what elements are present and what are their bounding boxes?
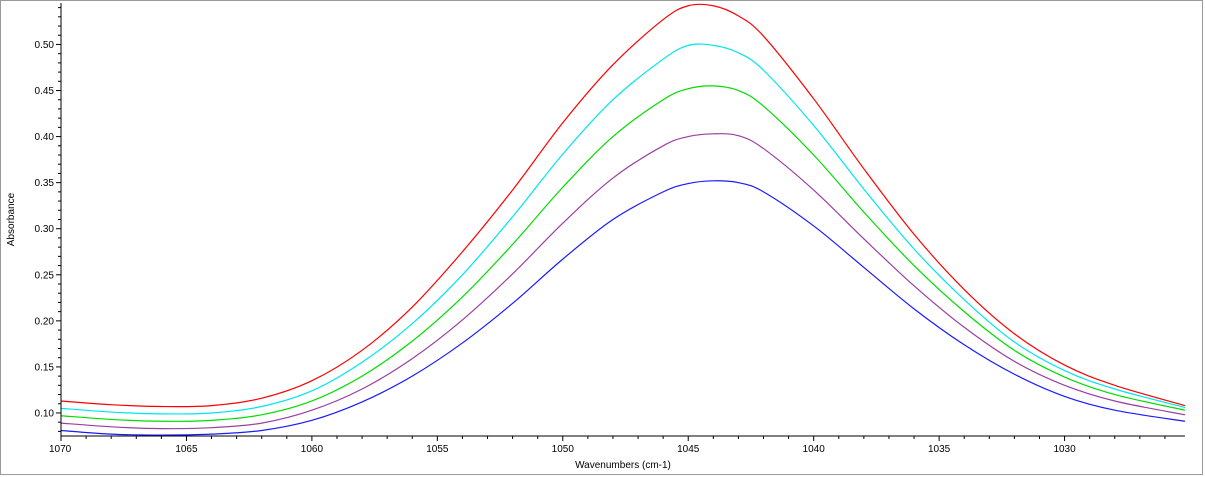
- y-axis-ticks: 0.10 0.15 0.20 0.25 0.30 0.35 0.40 0.45 0.50: [35, 7, 61, 432]
- y-tick-label: 0.40: [35, 132, 55, 143]
- y-tick-label: 0.20: [35, 316, 55, 327]
- series-line-2: [60, 43, 1186, 415]
- y-tick-label: 0.35: [35, 178, 55, 189]
- plot-area: [61, 3, 1185, 436]
- x-axis-title: Wavenumbers (cm-1): [575, 460, 671, 471]
- x-tick-label: 1055: [426, 444, 449, 455]
- x-tick-label: 1035: [928, 444, 951, 455]
- y-tick-label: 0.25: [35, 270, 55, 281]
- x-tick-label: 1030: [1053, 444, 1076, 455]
- series-line-1: [60, 3, 1186, 408]
- x-tick-label: 1040: [803, 444, 826, 455]
- x-axis-ticks: 1070 1065 1060 1055 1050 1045 1040 1035 1030: [49, 436, 1166, 455]
- series-line-4: [60, 133, 1186, 430]
- y-tick-label: 0.45: [35, 86, 55, 97]
- x-tick-label: 1070: [49, 444, 72, 455]
- y-tick-label: 0.30: [35, 224, 55, 235]
- x-tick-label: 1045: [677, 444, 700, 455]
- y-axis-title: Absorbance: [6, 192, 17, 246]
- y-tick-label: 0.15: [35, 362, 55, 373]
- x-tick-label: 1060: [301, 444, 324, 455]
- y-tick-label: 0.50: [35, 40, 55, 51]
- series-layer: [60, 3, 1186, 436]
- series-line-5: [60, 180, 1186, 436]
- x-tick-label: 1065: [175, 444, 198, 455]
- x-tick-label: 1050: [552, 444, 575, 455]
- y-tick-label: 0.10: [35, 408, 55, 419]
- series-line-3: [60, 85, 1186, 422]
